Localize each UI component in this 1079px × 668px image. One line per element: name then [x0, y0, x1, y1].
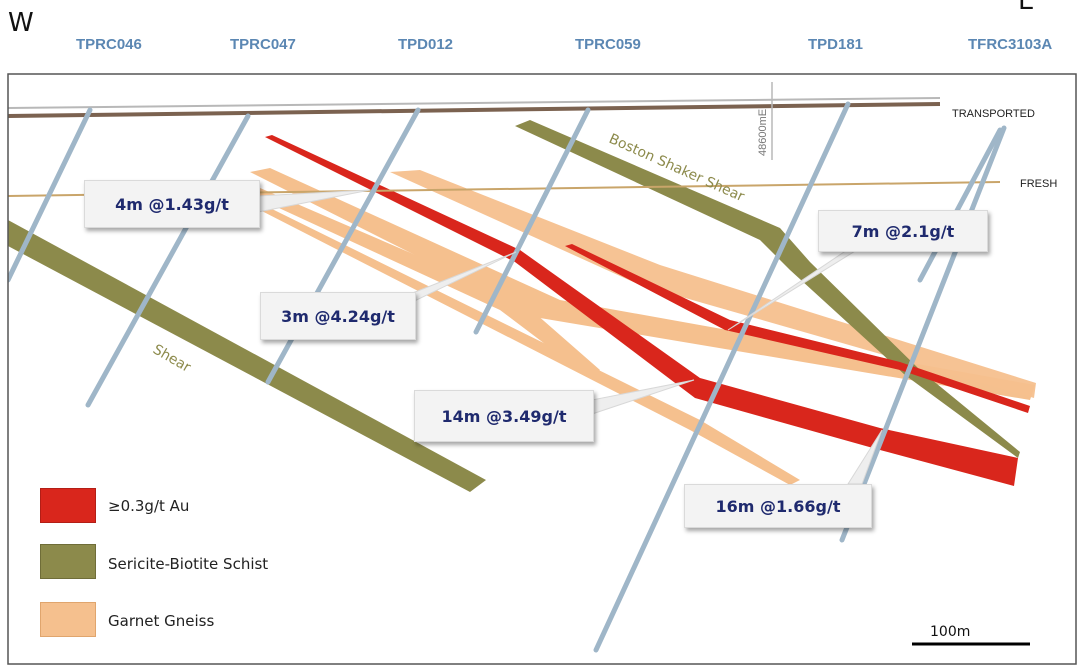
- intercept-callout-5: 16m @1.66g/t: [684, 484, 872, 528]
- drillhole-tpd012: [473, 107, 591, 335]
- drillhole-tprc046: [8, 107, 93, 283]
- drillhole-tfrc3103a: [917, 127, 1003, 283]
- hole-label-tprc046: TPRC046: [76, 36, 142, 53]
- shear-label: Shear: [150, 342, 193, 376]
- legend-swatch-schist: [40, 544, 96, 579]
- hole-label-tfrc3103a: TFRC3103A: [968, 36, 1053, 53]
- legend-label-schist: Sericite-Biotite Schist: [108, 555, 269, 573]
- intercept-callout-4: 14m @3.49g/t: [414, 390, 594, 442]
- intercept-callout-3: 7m @2.1g/t: [818, 210, 988, 252]
- legend-label-gold: ≥0.3g/t Au: [108, 497, 190, 515]
- garnet-gneiss-band-upper: [250, 168, 1035, 400]
- intercept-callout-1: 4m @1.43g/t: [84, 180, 260, 228]
- legend-swatch-gneiss: [40, 602, 96, 637]
- garnet-gneiss-band-lower: [250, 205, 800, 485]
- drillhole-tpd181: [839, 125, 1007, 543]
- surface-top: [8, 97, 941, 109]
- gold-zone-lower: [565, 244, 1030, 413]
- west-label: W: [8, 8, 34, 38]
- hole-label-tprc059: TPRC059: [575, 36, 641, 53]
- transported-label: TRANSPORTED: [952, 108, 1035, 120]
- east-label: E: [1018, 0, 1035, 16]
- section-frame: [7, 73, 1077, 665]
- drillhole-tprc047-a: [85, 113, 251, 408]
- shear-zone: [8, 220, 486, 492]
- transported-surface: [8, 102, 941, 118]
- scale-bar-label: 100m: [930, 624, 971, 640]
- intercept-callout-2: 3m @4.24g/t: [260, 292, 416, 340]
- hole-label-tpd181: TPD181: [808, 36, 864, 53]
- drillhole-tprc059: [593, 101, 851, 653]
- fresh-label: FRESH: [1020, 178, 1057, 190]
- gold-zone-upper: [265, 135, 1018, 486]
- hole-label-tprc047: TPRC047: [230, 36, 296, 53]
- grid-label: 48600mE: [757, 109, 769, 156]
- legend-label-gneiss: Garnet Gneiss: [108, 612, 215, 630]
- hole-label-tpd012: TPD012: [398, 36, 454, 53]
- legend-swatch-gold: [40, 488, 96, 523]
- drillhole-tprc047-b: [265, 107, 421, 385]
